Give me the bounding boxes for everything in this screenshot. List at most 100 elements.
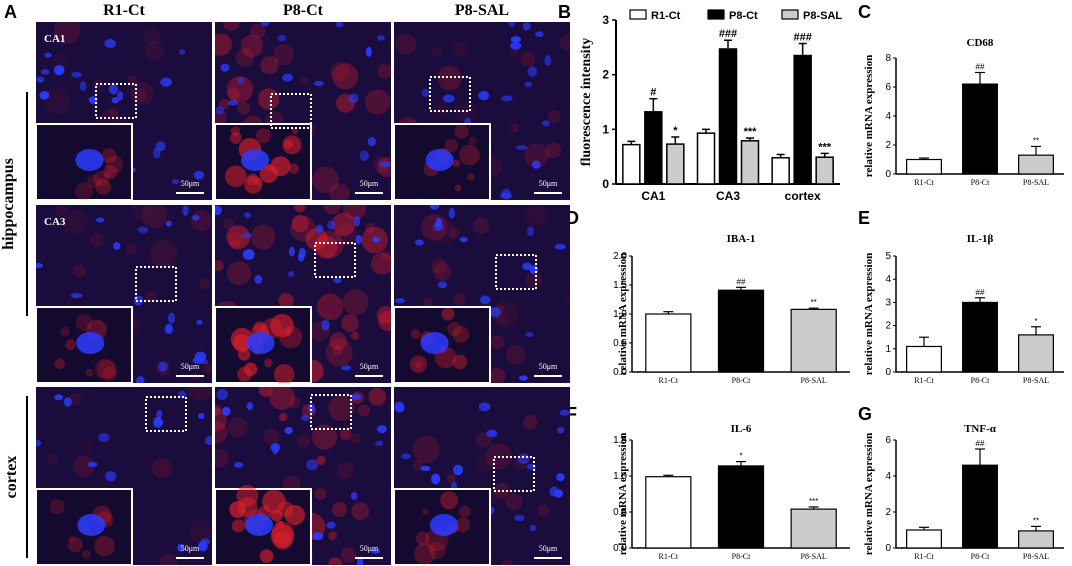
inset-stain <box>102 366 117 381</box>
inset-stain <box>284 504 306 526</box>
nucleus <box>260 22 270 27</box>
nucleus <box>421 88 430 98</box>
inset-stain <box>94 358 116 380</box>
bar-p8-ct <box>644 111 663 185</box>
stain-blob <box>159 553 178 565</box>
dashed-roi-box <box>135 266 177 302</box>
nucleus <box>198 412 205 420</box>
chart-title: IL-6 <box>731 423 752 435</box>
inset-stain <box>291 127 299 135</box>
nucleus <box>394 401 405 413</box>
stain-blob <box>152 458 173 479</box>
inset-nucleus <box>420 332 449 354</box>
stain-blob <box>222 218 235 231</box>
y-tick-label: 2 <box>885 140 891 151</box>
stain-blob <box>545 142 562 159</box>
stain-blob <box>289 397 301 409</box>
nucleus <box>243 212 252 219</box>
nucleus <box>39 90 50 100</box>
inset-stain <box>273 363 295 383</box>
inset-stain <box>447 321 462 337</box>
stain-blob <box>222 22 241 31</box>
dashed-roi-box <box>95 83 137 119</box>
bar <box>790 508 837 549</box>
nucleus <box>222 406 231 416</box>
stain-blob <box>350 331 360 341</box>
y-tick-label: 0 <box>885 543 891 554</box>
stain-blob <box>331 212 356 237</box>
y-tick-label: 4 <box>885 111 891 122</box>
stain-blob <box>258 88 280 110</box>
x-category-label: P8-SAL <box>801 376 827 385</box>
inset-stain <box>415 531 430 546</box>
significance-mark: ### <box>793 32 811 44</box>
y-tick-label: 0.0 <box>613 367 627 378</box>
x-category-label: P8-SAL <box>801 552 827 561</box>
stain-blob <box>278 412 288 422</box>
nucleus <box>486 429 498 438</box>
stain-blob <box>109 107 119 117</box>
x-category-label: CA3 <box>716 189 740 203</box>
nucleus <box>379 160 391 168</box>
nucleus <box>193 170 205 180</box>
stain-blob <box>351 502 370 520</box>
inset-zoom <box>215 123 312 200</box>
panel-label-f: F <box>566 404 577 424</box>
stain-blob <box>490 335 505 350</box>
stain-blob <box>325 338 353 367</box>
nucleus <box>160 77 172 87</box>
nucleus <box>557 426 565 434</box>
y-tick-label: 4 <box>885 471 891 482</box>
stain-blob <box>258 387 273 397</box>
inset-zoom <box>36 306 133 383</box>
stain-blob <box>235 48 254 67</box>
inset-zoom <box>36 488 133 565</box>
nucleus <box>313 80 324 87</box>
nucleus <box>522 22 531 31</box>
y-tick-label: 2.0 <box>613 251 627 262</box>
nucleus <box>282 73 294 82</box>
x-category-label: R1-Ct <box>659 376 679 385</box>
nucleus <box>529 524 537 532</box>
y-tick-label: 0.5 <box>613 338 627 349</box>
nucleus <box>308 403 316 414</box>
stain-blob <box>226 76 254 103</box>
stain-blob <box>215 404 221 416</box>
x-category-label: P8-Ct <box>732 376 751 385</box>
y-tick-label: 2 <box>602 68 609 82</box>
stain-blob <box>263 428 280 445</box>
nucleus <box>284 426 293 435</box>
nucleus <box>414 239 424 246</box>
stain-blob <box>73 455 95 478</box>
legend-swatch <box>707 9 725 20</box>
nucleus <box>136 376 145 383</box>
x-category-label: P8-Ct <box>971 178 990 187</box>
nucleus <box>510 41 522 50</box>
stain-blob <box>227 87 240 101</box>
nucleus <box>54 394 63 401</box>
inset-nucleus <box>76 332 105 354</box>
significance-mark: *** <box>744 126 758 138</box>
x-category-label: P8-Ct <box>732 552 751 561</box>
inset-stain <box>93 170 109 187</box>
inset-stain <box>264 358 273 368</box>
nucleus <box>154 419 164 425</box>
inset-stain <box>224 165 247 188</box>
nucleus <box>335 22 344 28</box>
nucleus <box>327 220 336 230</box>
nucleus <box>431 473 441 485</box>
nucleus <box>377 425 387 434</box>
inset-nucleus <box>425 149 454 171</box>
scale-bar-label: 50μm <box>539 544 558 553</box>
stain-blob <box>446 473 456 484</box>
nucleus <box>237 77 245 85</box>
micrograph-panel: 50μm CA1 <box>36 22 212 200</box>
nucleus <box>156 410 163 418</box>
x-category-label: R1-Ct <box>659 552 679 561</box>
inset-stain <box>468 136 477 146</box>
inset-stain <box>452 354 468 370</box>
stain-blob <box>328 531 338 541</box>
nucleus <box>194 351 207 362</box>
stain-blob <box>365 89 391 115</box>
bar <box>645 313 692 373</box>
